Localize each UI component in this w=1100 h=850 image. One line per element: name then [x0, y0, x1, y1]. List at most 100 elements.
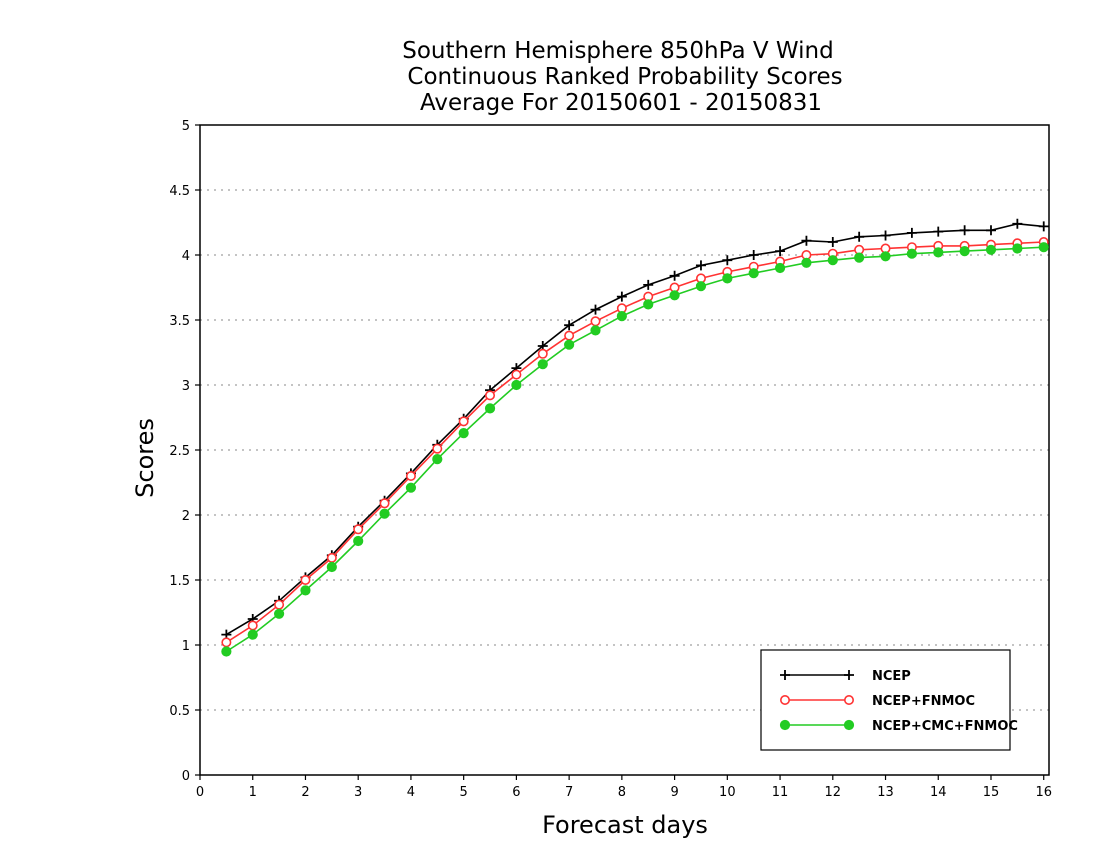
data-point: [844, 670, 854, 680]
data-point: [827, 237, 838, 247]
data-point: [274, 599, 285, 610]
y-tick-label: 0: [182, 769, 190, 784]
data-point: [669, 290, 680, 301]
data-point: [801, 257, 812, 268]
data-point: [843, 694, 854, 705]
data-point: [379, 498, 390, 509]
x-tick-label: 6: [512, 785, 520, 800]
x-tick-label: 0: [196, 785, 204, 800]
chart-title: Southern Hemisphere 850hPa V Wind Contin…: [402, 38, 842, 116]
data-point: [722, 273, 733, 284]
x-tick-label: 7: [565, 785, 573, 800]
data-point: [775, 246, 786, 257]
x-tick-label: 2: [301, 785, 309, 800]
data-point: [780, 670, 790, 680]
data-point: [695, 260, 706, 271]
data-point: [326, 561, 337, 573]
x-tick-label: 15: [983, 785, 1000, 800]
y-tick-label: 2: [182, 509, 190, 524]
data-point: [564, 320, 575, 331]
x-axis-label: Forecast days: [542, 811, 708, 839]
legend-item: NCEP: [780, 669, 911, 684]
data-point: [880, 230, 891, 241]
data-point: [590, 325, 601, 336]
data-point: [643, 299, 654, 310]
data-point: [221, 646, 232, 657]
y-tick-label: 1: [182, 639, 190, 654]
data-point: [326, 552, 337, 563]
x-tick-label: 3: [354, 785, 362, 800]
data-point: [300, 585, 311, 596]
x-tick-label: 1: [249, 785, 257, 800]
y-axis: 0 0.5 1 1.5 2 2.5 3 3.5 4 4.5 5: [169, 119, 200, 784]
data-point: [273, 608, 285, 619]
data-point: [511, 369, 522, 380]
data-point: [300, 574, 311, 585]
data-point: [353, 524, 364, 535]
data-point: [458, 416, 469, 427]
data-point: [485, 390, 496, 401]
data-point: [959, 246, 970, 257]
data-point: [854, 231, 865, 242]
data-point: [1012, 243, 1023, 254]
data-point: [432, 454, 443, 465]
series-ncep-cmc-fnmoc: [221, 242, 1049, 657]
data-point: [247, 620, 258, 631]
data-point: [669, 270, 680, 281]
x-tick-label: 8: [618, 785, 626, 800]
series-layer: [221, 218, 1049, 657]
series-ncep-fnmoc: [221, 237, 1049, 648]
data-point: [616, 291, 627, 302]
y-tick-label: 1.5: [169, 574, 190, 589]
data-point: [774, 262, 786, 274]
data-point: [1012, 218, 1023, 229]
data-point: [564, 339, 575, 350]
y-tick-label: 4: [182, 249, 190, 264]
title-line-1: Southern Hemisphere 850hPa V Wind: [402, 38, 833, 64]
x-tick-label: 16: [1035, 785, 1052, 800]
data-point: [985, 225, 996, 236]
data-point: [906, 248, 917, 259]
data-point: [221, 637, 232, 648]
x-tick-label: 10: [719, 785, 736, 800]
x-tick-label: 11: [772, 785, 789, 800]
x-tick-label: 5: [460, 785, 468, 800]
data-point: [933, 247, 944, 258]
data-point: [827, 255, 838, 266]
data-point: [1038, 221, 1049, 232]
y-tick-label: 2.5: [169, 444, 190, 459]
y-tick-label: 5: [182, 119, 190, 134]
data-point: [748, 250, 759, 260]
data-point: [590, 316, 601, 327]
data-point: [985, 244, 997, 255]
data-point: [405, 482, 417, 493]
series-line: [225, 222, 1044, 636]
data-point: [247, 629, 258, 640]
data-point: [537, 359, 548, 370]
data-point: [590, 304, 601, 315]
data-point: [379, 508, 390, 519]
data-point: [1038, 242, 1049, 253]
gridlines: [200, 124, 1049, 711]
data-point: [458, 428, 469, 439]
data-point: [801, 235, 812, 246]
title-line-3: Average For 20150601 - 20150831: [420, 90, 822, 116]
series-line: [225, 241, 1044, 644]
x-tick-label: 12: [825, 785, 842, 800]
data-point: [748, 268, 759, 279]
data-point: [616, 311, 627, 322]
x-tick-label: 14: [930, 785, 947, 800]
legend-label: NCEP+CMC+FNMOC: [872, 719, 1018, 734]
x-tick-label: 9: [670, 785, 678, 800]
legend-item: NCEP+CMC+FNMOC: [779, 719, 1018, 734]
series-ncep: [221, 218, 1049, 640]
series-line: [225, 246, 1044, 653]
x-axis: 0 1 2 3 4 5 6 7 8 9 10 11 12 13 14 15 16: [196, 775, 1052, 800]
y-tick-label: 4.5: [169, 184, 190, 199]
y-tick-label: 3: [182, 379, 190, 394]
legend-label: NCEP+FNMOC: [872, 694, 975, 709]
legend: NCEP NCEP+FNMOC NCEP+CMC+FNMOC: [760, 649, 1018, 751]
data-point: [432, 443, 443, 454]
data-point: [537, 348, 548, 359]
